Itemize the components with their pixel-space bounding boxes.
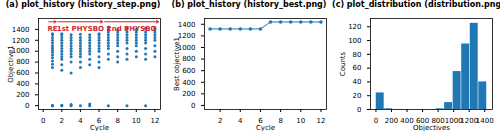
svg-text:8: 8 bbox=[115, 117, 119, 125]
svg-text:12: 12 bbox=[316, 117, 325, 125]
svg-text:10: 10 bbox=[296, 117, 305, 125]
svg-text:120: 120 bbox=[348, 23, 361, 31]
svg-text:400: 400 bbox=[16, 80, 29, 88]
svg-text:1400: 1400 bbox=[476, 117, 494, 125]
svg-text:2nd PHYSBO: 2nd PHYSBO bbox=[107, 25, 157, 33]
svg-text:60: 60 bbox=[353, 64, 362, 72]
svg-text:20: 20 bbox=[353, 92, 362, 100]
svg-text:2: 2 bbox=[218, 117, 222, 125]
svg-text:4: 4 bbox=[238, 117, 243, 125]
svg-text:0: 0 bbox=[41, 117, 45, 125]
svg-text:1st PHYSBO: 1st PHYSBO bbox=[57, 25, 104, 33]
svg-text:0: 0 bbox=[357, 106, 361, 114]
svg-text:800: 800 bbox=[182, 55, 195, 63]
svg-text:100: 100 bbox=[348, 37, 361, 45]
svg-text:600: 600 bbox=[182, 67, 195, 75]
svg-text:Objective1: Objective1 bbox=[7, 45, 15, 83]
svg-text:10: 10 bbox=[132, 117, 141, 125]
svg-text:12: 12 bbox=[150, 117, 159, 125]
svg-text:6: 6 bbox=[258, 117, 263, 126]
svg-text:400: 400 bbox=[400, 117, 413, 125]
svg-text:1200: 1200 bbox=[177, 32, 196, 41]
svg-text:200: 200 bbox=[385, 117, 398, 125]
svg-text:400: 400 bbox=[182, 78, 195, 86]
svg-text:800: 800 bbox=[16, 58, 29, 66]
svg-text:8: 8 bbox=[278, 117, 282, 125]
html-text:(a) plot_history (history_step: (a) plot_history (history_step.png) bbox=[5, 0, 161, 9]
svg-text:1000: 1000 bbox=[11, 47, 30, 56]
svg-text:1200: 1200 bbox=[12, 37, 30, 45]
svg-text:4: 4 bbox=[78, 117, 83, 125]
svg-text:40: 40 bbox=[353, 78, 362, 86]
svg-text:Best objective1: Best objective1 bbox=[173, 37, 181, 91]
svg-text:0: 0 bbox=[25, 102, 29, 110]
svg-text:Counts: Counts bbox=[339, 51, 347, 76]
svg-text:1200: 1200 bbox=[460, 117, 479, 126]
svg-text:Cycle: Cycle bbox=[90, 124, 109, 131]
svg-text:200: 200 bbox=[16, 91, 29, 99]
svg-text:0: 0 bbox=[374, 117, 378, 125]
svg-text:2: 2 bbox=[60, 117, 64, 125]
svg-text:1400: 1400 bbox=[178, 21, 196, 29]
svg-text:1400: 1400 bbox=[12, 26, 30, 34]
svg-text:0: 0 bbox=[191, 102, 195, 110]
html-text:(b) plot_history (history_best: (b) plot_history (history_best.png) bbox=[171, 0, 327, 9]
svg-text:1000: 1000 bbox=[177, 43, 196, 52]
svg-text:Cycle: Cycle bbox=[256, 124, 275, 131]
svg-text:6: 6 bbox=[96, 117, 102, 126]
svg-text:600: 600 bbox=[16, 69, 29, 77]
svg-text:Objectives: Objectives bbox=[413, 124, 450, 131]
svg-text:80: 80 bbox=[353, 51, 362, 59]
html-text:600 800 1000: 600 800 1000 bbox=[415, 117, 463, 126]
svg-text:200: 200 bbox=[182, 90, 195, 98]
svg-text:RE: RE bbox=[47, 25, 58, 33]
